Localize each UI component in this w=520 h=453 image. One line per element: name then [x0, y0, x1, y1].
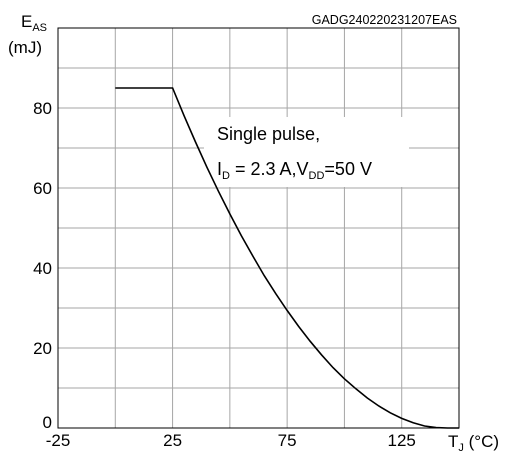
y-axis-unit: (mJ): [8, 38, 42, 57]
annotation-box: Single pulse, ID = 2.3 A,VDD=50 V: [204, 117, 409, 187]
x-axis-label-main: T: [448, 432, 458, 451]
chart-code: GADG240220231207EAS: [312, 13, 457, 27]
y-tick-label: 20: [33, 339, 52, 358]
y-tick-label: 60: [33, 179, 52, 198]
y-axis-label-sub: AS: [32, 22, 47, 34]
x-axis-label: TJ (°C): [448, 432, 499, 453]
x-tick-label: 125: [388, 431, 416, 450]
y-axis-label-main: E: [21, 12, 32, 31]
x-tick-label: 75: [278, 431, 297, 450]
annotation-line-2: ID = 2.3 A,VDD=50 V: [217, 159, 372, 182]
y-tick-label: 40: [33, 259, 52, 278]
y-tick-label: 0: [43, 413, 52, 432]
y-axis-label: EAS: [21, 12, 47, 34]
y-tick-label: 80: [33, 99, 52, 118]
x-axis-label-unit: (°C): [464, 432, 499, 451]
annotation-line-1: Single pulse,: [217, 124, 320, 144]
x-tick-label: 25: [163, 431, 182, 450]
x-tick-label: -25: [46, 431, 71, 450]
